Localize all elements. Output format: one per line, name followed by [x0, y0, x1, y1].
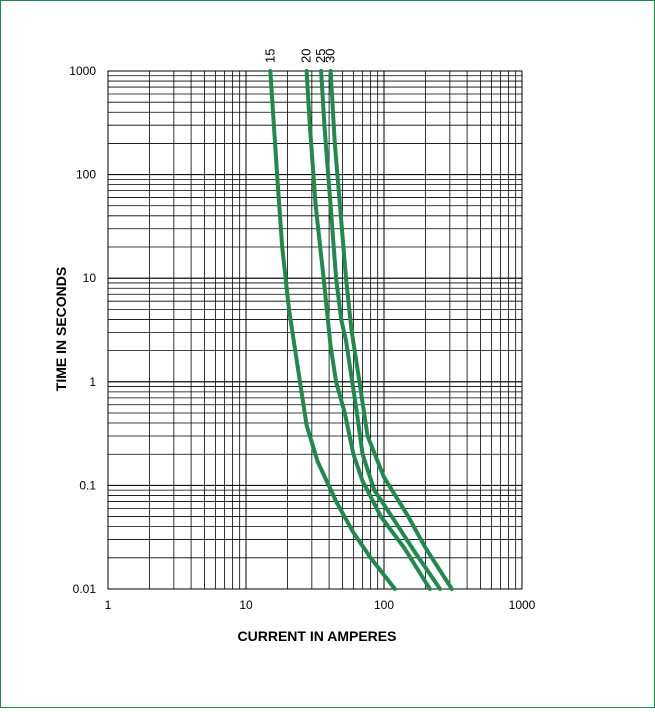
curve-label-30: 30 — [323, 49, 338, 63]
tick-labels: 1 10 100 1000 0.01 0.1 1 10 100 1000 — [69, 64, 535, 612]
y-tick-label: 0.01 — [73, 582, 97, 596]
curves — [268, 69, 454, 591]
x-tick-label: 10 — [239, 598, 253, 612]
y-tick-label: 1 — [89, 375, 96, 389]
curve-30 — [328, 69, 454, 591]
grid — [107, 70, 523, 590]
curve-label-25: 25 — [313, 49, 328, 63]
curve-label-15: 15 — [262, 49, 277, 63]
curve-20 — [304, 69, 432, 591]
x-tick-label: 1 — [105, 598, 112, 612]
curve-label-20: 20 — [299, 49, 314, 63]
curve-25 — [319, 69, 443, 591]
y-axis-title: TIME IN SECONDS — [53, 267, 69, 391]
x-tick-label: 1000 — [509, 598, 536, 612]
x-axis-title: CURRENT IN AMPERES — [238, 628, 397, 644]
plot-border — [107, 70, 523, 590]
y-tick-label: 0.1 — [79, 478, 96, 492]
curve-15 — [268, 69, 397, 591]
x-tick-label: 100 — [374, 598, 394, 612]
y-tick-label: 100 — [76, 168, 96, 182]
y-tick-label: 1000 — [69, 64, 96, 78]
y-tick-label: 10 — [83, 271, 97, 285]
